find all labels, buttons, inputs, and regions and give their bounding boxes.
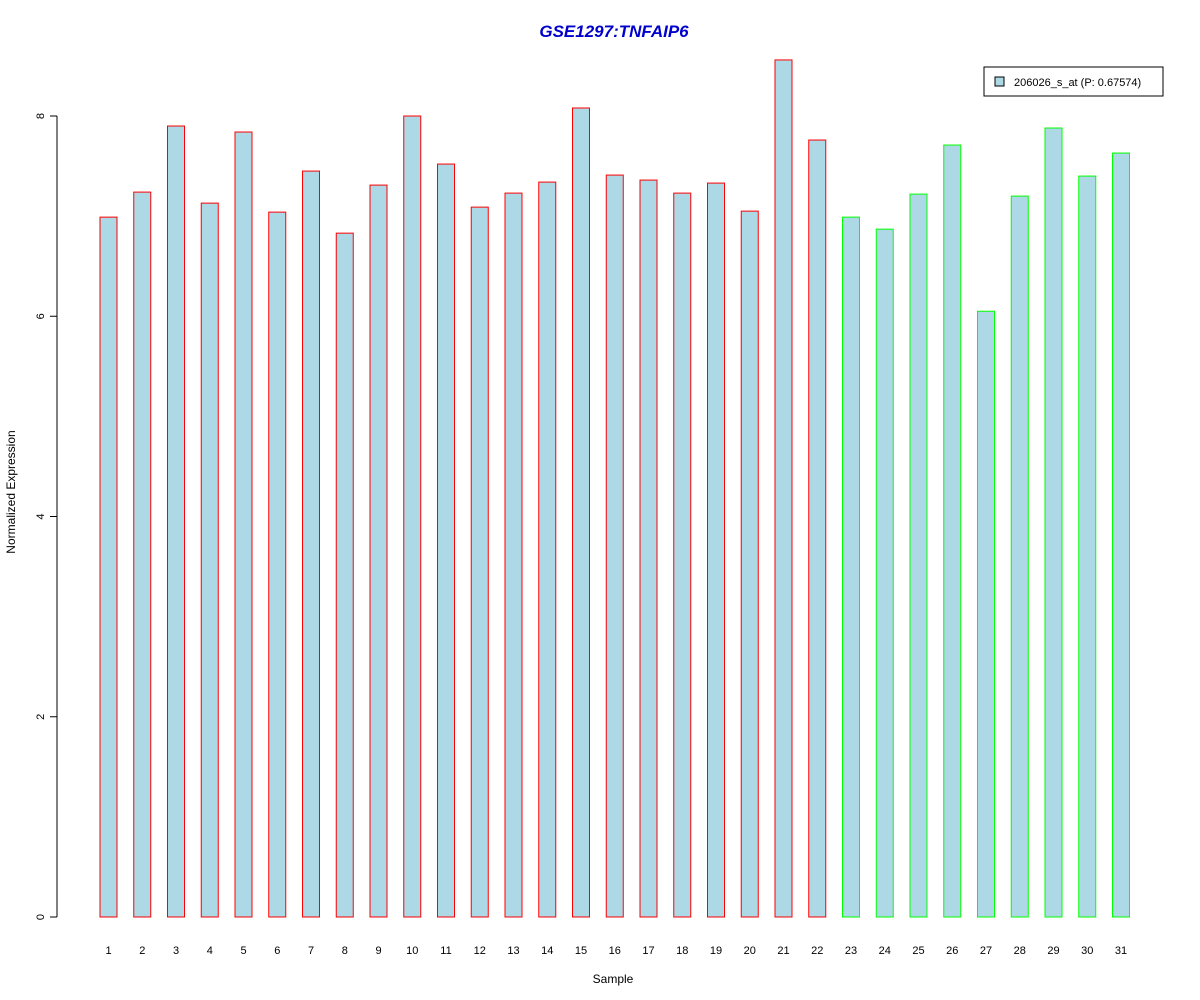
x-tick-label: 24 <box>879 945 891 957</box>
x-tick-label: 20 <box>744 945 756 957</box>
bar-sample-20 <box>740 210 759 918</box>
x-tick-label: 18 <box>676 945 688 957</box>
x-tick-label: 14 <box>541 945 553 957</box>
x-tick-label: 22 <box>811 945 823 957</box>
bar-sample-31 <box>1112 152 1130 918</box>
x-tick-label: 16 <box>609 945 621 957</box>
x-tick-label: 11 <box>440 945 451 957</box>
bar-sample-17 <box>639 179 658 918</box>
bar-sample-2 <box>133 191 152 918</box>
x-tick-labels: 1 2 3 4 5 6 7 8 9 10 11 12 13 14 15 16 17 18 19 20 21 22 23 24 2… <box>105 945 1127 957</box>
bar-sample-15 <box>572 107 590 918</box>
bar-sample-9 <box>369 184 388 918</box>
y-tick-label: 4 <box>35 513 47 519</box>
bar-sample-7 <box>302 170 320 918</box>
x-tick-label: 4 <box>207 945 213 957</box>
x-tick-label: 29 <box>1047 945 1059 957</box>
x-tick-label: 8 <box>342 945 348 957</box>
bar-sample-5 <box>234 131 253 918</box>
bar-sample-18 <box>673 192 692 918</box>
bar-sample-6 <box>268 211 287 918</box>
bar-sample-10 <box>403 115 422 918</box>
bar-sample-21 <box>774 59 793 918</box>
bar-sample-22 <box>808 139 827 918</box>
bar-sample-4 <box>200 202 219 918</box>
x-tick-label: 26 <box>946 945 958 957</box>
x-tick-label: 3 <box>173 945 179 957</box>
y-axis: 0 2 4 6 8 <box>35 113 58 920</box>
bar-sample-14 <box>538 181 557 918</box>
x-tick-label: 17 <box>642 945 654 957</box>
x-tick-label: 23 <box>845 945 857 957</box>
bar-sample-28 <box>1010 195 1029 918</box>
bar-sample-29 <box>1044 127 1063 918</box>
legend-box <box>983 66 1164 97</box>
x-axis-label: Sample <box>593 972 634 986</box>
bar-sample-12 <box>470 206 489 918</box>
y-tick-label: 0 <box>35 914 47 920</box>
y-tick-label: 6 <box>35 313 47 319</box>
bar-sample-11 <box>437 163 455 918</box>
x-tick-label: 2 <box>139 945 145 957</box>
legend-swatch <box>994 76 1005 87</box>
bars <box>99 59 1130 918</box>
x-tick-label: 5 <box>240 945 246 957</box>
x-tick-label: 25 <box>912 945 924 957</box>
x-tick-label: 1 <box>105 945 111 957</box>
bar-sample-24 <box>875 228 894 918</box>
x-tick-label: 19 <box>710 945 722 957</box>
x-tick-label: 13 <box>507 945 519 957</box>
x-tick-label: 27 <box>980 945 992 957</box>
x-tick-label: 15 <box>575 945 587 957</box>
x-tick-label: 30 <box>1081 945 1093 957</box>
bar-sample-27 <box>977 310 995 918</box>
y-tick-label: 8 <box>35 113 47 119</box>
bar-sample-23 <box>842 216 860 918</box>
bar-sample-30 <box>1078 175 1097 918</box>
y-axis-label: Normalized Expression <box>4 430 18 553</box>
chart-title: GSE1297:TNFAIP6 <box>539 22 689 41</box>
legend-entry: 206026_s_at (P: 0.67574) <box>1014 77 1141 89</box>
x-tick-label: 21 <box>777 945 789 957</box>
x-tick-label: 7 <box>308 945 314 957</box>
bar-sample-25 <box>909 193 928 918</box>
y-tick-label: 2 <box>35 714 47 720</box>
x-tick-label: 6 <box>274 945 280 957</box>
bar-sample-3 <box>167 125 185 918</box>
bar-sample-19 <box>707 182 725 918</box>
x-tick-label: 12 <box>474 945 486 957</box>
bar-sample-16 <box>605 174 624 918</box>
bar-sample-26 <box>943 144 962 918</box>
x-tick-label: 28 <box>1014 945 1026 957</box>
x-tick-label: 10 <box>406 945 418 957</box>
legend: 206026_s_at (P: 0.67574) <box>983 66 1164 97</box>
x-tick-label: 31 <box>1115 945 1127 957</box>
bar-sample-1 <box>99 216 118 918</box>
bar-sample-8 <box>335 232 354 918</box>
x-tick-label: 9 <box>375 945 381 957</box>
bar-sample-13 <box>504 192 523 918</box>
